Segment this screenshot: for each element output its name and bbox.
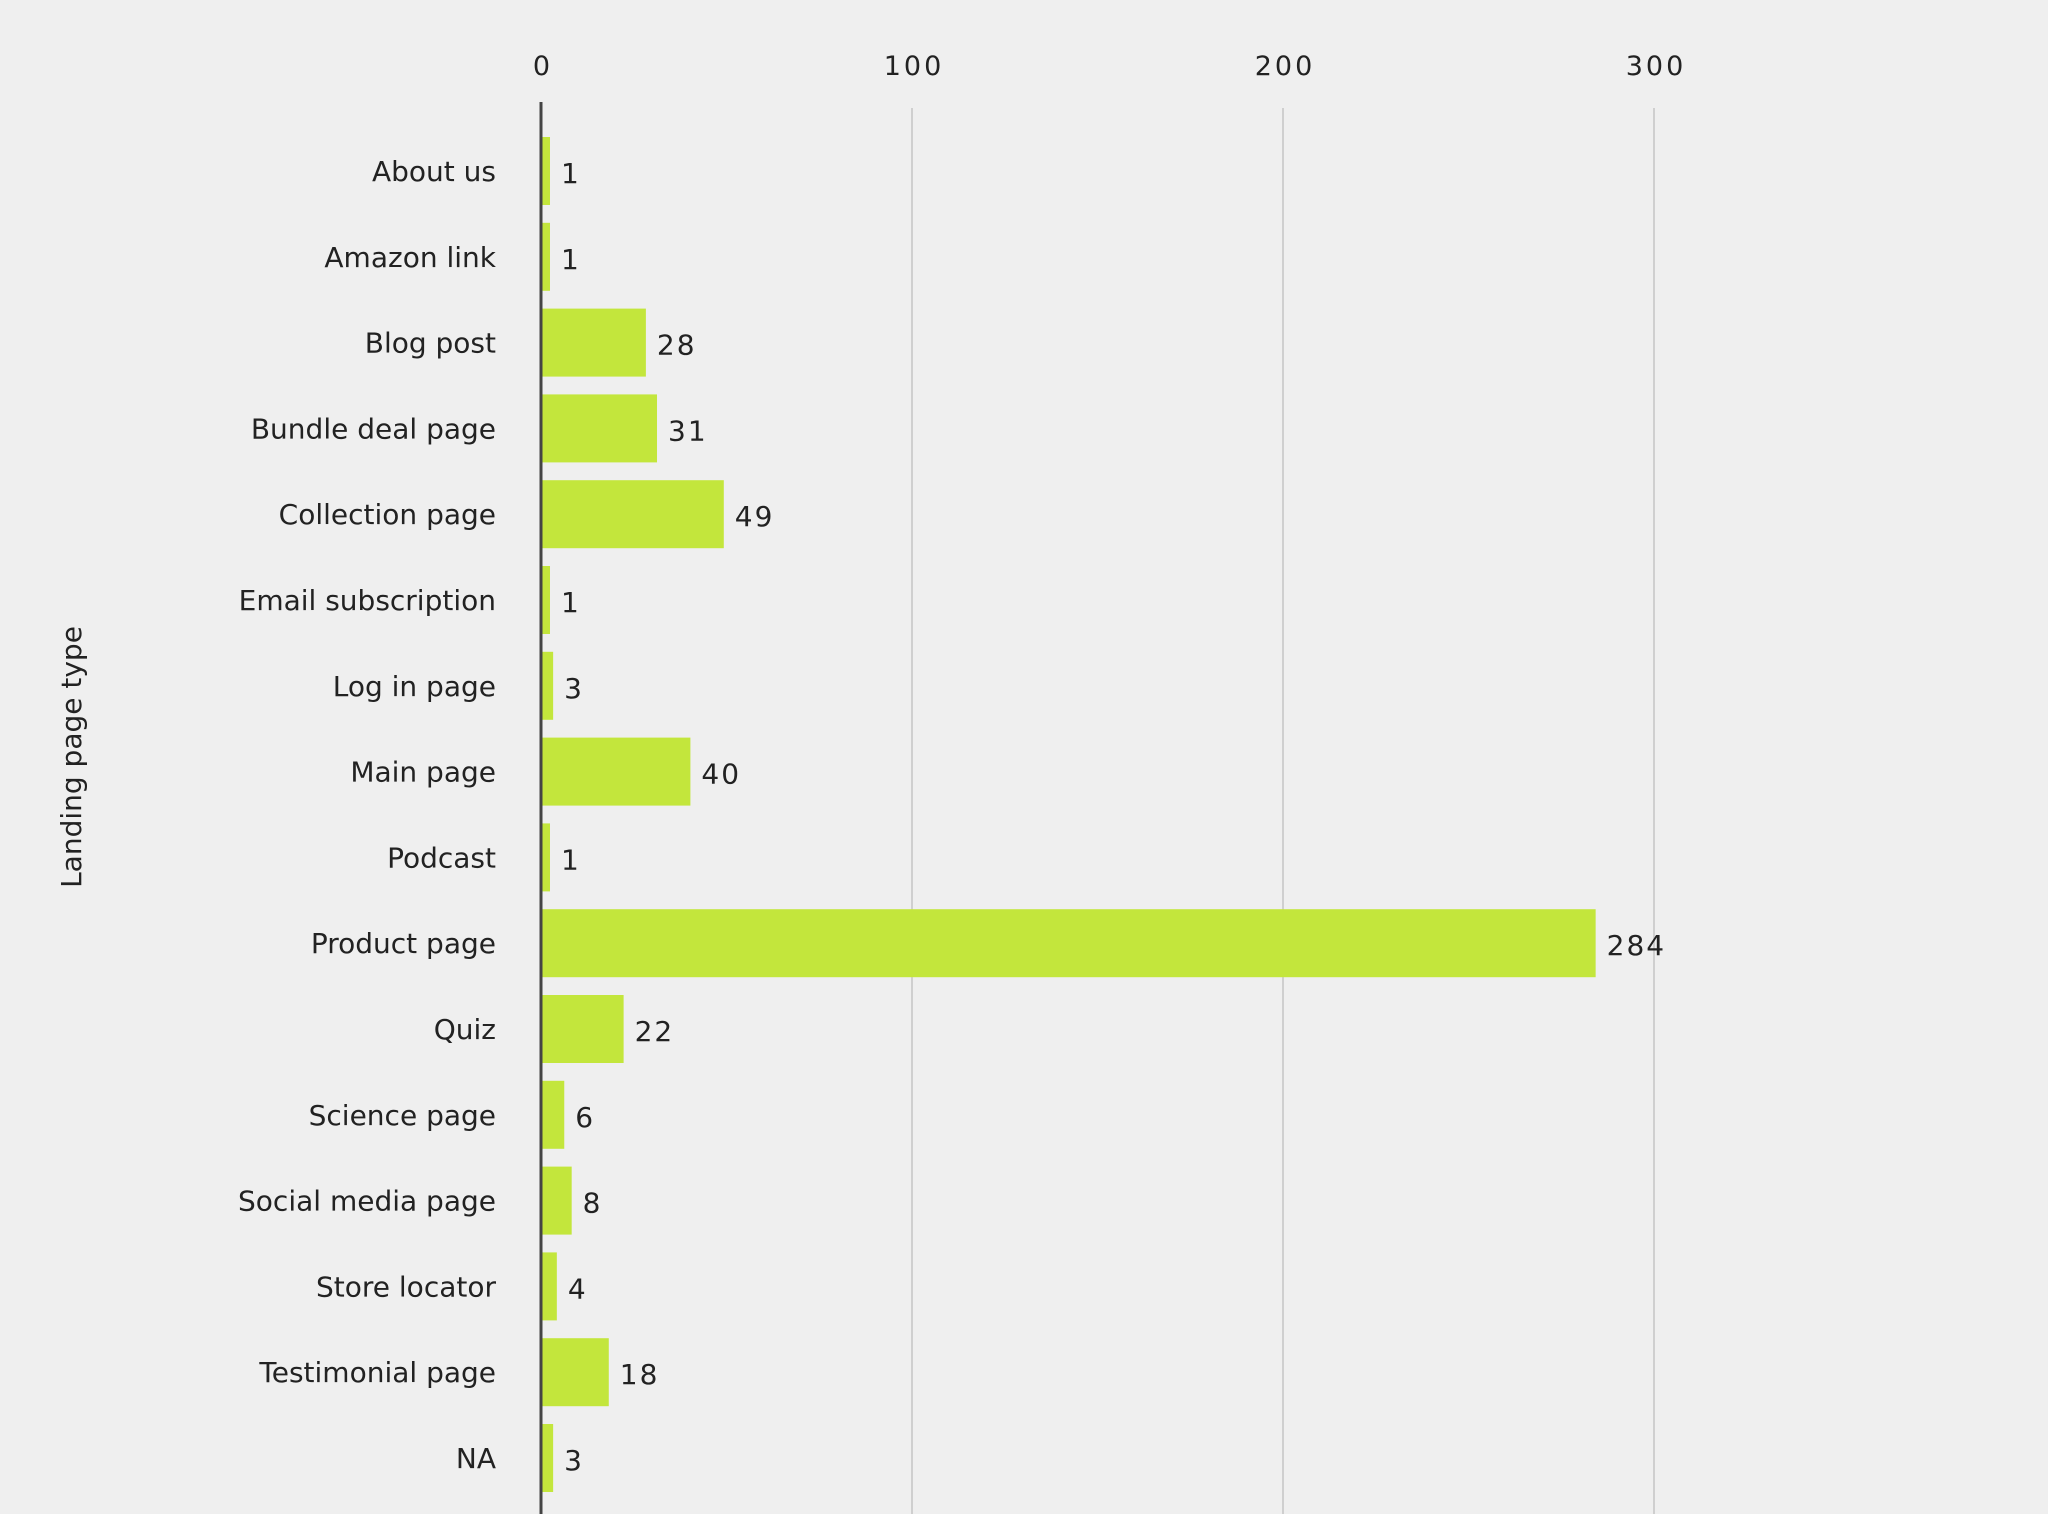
category-label: Log in page	[333, 670, 496, 703]
data-label: 1	[561, 243, 581, 276]
data-label: 3	[564, 1444, 584, 1477]
bar	[542, 1338, 609, 1407]
bar	[542, 394, 658, 463]
data-label: 1	[561, 843, 581, 876]
bar	[542, 137, 550, 205]
gridlines	[911, 108, 1655, 1514]
data-label: 49	[735, 500, 775, 533]
category-label: Collection page	[279, 498, 496, 531]
bar	[542, 222, 550, 291]
data-label: 22	[635, 1015, 675, 1048]
category-label: Quiz	[434, 1013, 496, 1046]
bar	[542, 909, 1596, 978]
data-label: 1	[561, 586, 581, 619]
category-label: Blog post	[365, 327, 496, 360]
category-label: Product page	[311, 927, 496, 960]
bar	[542, 823, 550, 892]
data-label: 8	[583, 1187, 603, 1220]
category-label: Amazon link	[324, 241, 496, 274]
data-label: 28	[657, 329, 697, 362]
data-label: 18	[620, 1358, 660, 1391]
category-label: Store locator	[316, 1270, 496, 1303]
x-tick-label: 300	[1626, 51, 1687, 82]
category-label: Podcast	[387, 841, 496, 874]
bar	[542, 566, 550, 634]
bar	[542, 995, 624, 1063]
bar	[542, 1080, 565, 1149]
data-label: 4	[568, 1272, 588, 1305]
category-label: Social media page	[238, 1185, 496, 1218]
category-label: Bundle deal page	[251, 412, 496, 445]
bar	[542, 737, 691, 806]
x-tick-label: 200	[1255, 51, 1316, 82]
data-label: 1	[561, 157, 581, 190]
x-tick-labels: 0 100 200 300	[533, 51, 1687, 82]
data-label: 3	[564, 672, 584, 705]
category-label: Email subscription	[239, 584, 496, 617]
data-label: 284	[1607, 929, 1666, 962]
bar	[542, 480, 724, 549]
category-labels: About us Amazon link Blog post Bundle deal …	[238, 155, 497, 1475]
category-label: Science page	[309, 1099, 496, 1132]
data-label: 6	[575, 1101, 595, 1134]
bar	[542, 308, 646, 377]
x-tick-label: 100	[884, 51, 945, 82]
bar	[542, 1252, 557, 1321]
bar	[542, 651, 554, 720]
y-axis-label: Landing page type	[55, 626, 88, 888]
bar	[542, 1424, 554, 1492]
bars	[542, 137, 1596, 1492]
data-label: 40	[701, 758, 741, 791]
data-label: 31	[668, 414, 708, 447]
data-labels: 1 1 28 31 49 1 3 40 1 284 22 6 8 4 18 3	[561, 157, 1666, 1477]
category-label: Main page	[350, 756, 496, 789]
category-label: About us	[372, 155, 496, 188]
bar	[542, 1166, 572, 1235]
category-label: NA	[456, 1442, 496, 1475]
x-tick-label: 0	[533, 51, 553, 82]
category-label: Testimonial page	[258, 1356, 496, 1389]
